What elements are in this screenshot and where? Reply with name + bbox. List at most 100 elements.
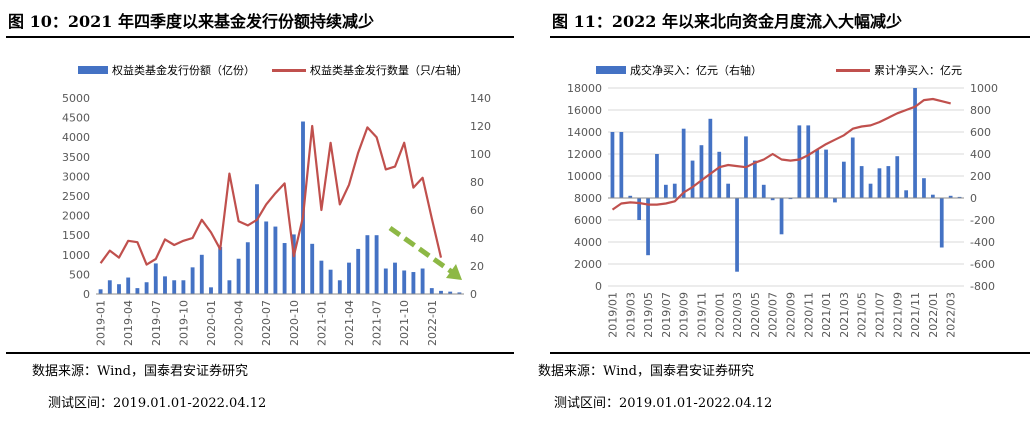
bar [411, 272, 416, 294]
y-right-tick-label: 200 [970, 170, 991, 183]
x-tick-label: 2021/09 [891, 292, 904, 338]
x-tick-label: 2019/07 [660, 292, 673, 338]
bar [726, 183, 731, 198]
trend-arrow-shaft [388, 225, 454, 275]
bar [690, 160, 695, 198]
bar [895, 156, 900, 198]
y-right-tick-label: 0 [970, 192, 977, 205]
x-tick-label: 2022-01 [426, 300, 439, 346]
bar [841, 161, 846, 198]
x-tick-label: 2019-10 [177, 300, 190, 346]
bar [117, 284, 121, 294]
bar [735, 198, 739, 272]
y-right-tick-label: 60 [470, 204, 484, 217]
bar [672, 183, 677, 198]
y-right-tick-label: 80 [470, 176, 484, 189]
bar [337, 280, 342, 294]
bar [365, 235, 370, 294]
bar [264, 221, 269, 294]
right-legend-line-label: 累计净买入：亿元 [874, 64, 962, 77]
y-left-tick-label: 3500 [62, 151, 90, 164]
bar [181, 280, 186, 294]
bar [282, 243, 287, 294]
left-source: 数据来源：Wind，国泰君安证券研究 [32, 364, 248, 379]
x-tick-label: 2020-01 [205, 300, 218, 346]
bar [135, 288, 140, 294]
bar [717, 151, 722, 198]
left-chart: 0500100015002000250030003500400045005000… [62, 92, 491, 346]
x-tick-label: 2020/11 [802, 292, 815, 338]
bar [850, 137, 855, 198]
bar [663, 184, 668, 198]
right-legend-bar: 成交净买入：亿元（右轴） [596, 62, 762, 78]
x-tick-label: 2021-07 [371, 300, 384, 346]
left-legend-bar-label: 权益类基金发行份额（亿份） [112, 64, 255, 77]
bar [815, 149, 820, 198]
bar [402, 270, 407, 294]
bar [310, 243, 315, 294]
trend-arrow-head [446, 264, 462, 280]
bar [922, 178, 926, 198]
bar [797, 125, 802, 198]
y-right-tick-label: -200 [970, 214, 995, 227]
right-bottom-rule [550, 352, 1030, 354]
bar [245, 242, 250, 294]
bar [868, 183, 873, 198]
bar [619, 132, 624, 198]
x-tick-label: 2022/01 [927, 292, 940, 338]
bar [172, 280, 177, 294]
bar [347, 262, 351, 294]
bar [957, 196, 962, 198]
bar [770, 198, 775, 201]
y-right-tick-label: 0 [470, 288, 477, 301]
series-line [99, 124, 443, 266]
left-title-rule [6, 36, 514, 38]
bar [948, 195, 953, 198]
left-legend-line-label: 权益类基金发行数量（只/右轴） [310, 64, 468, 77]
right-source: 数据来源：Wind，国泰君安证券研究 [538, 364, 754, 379]
bar [420, 268, 425, 294]
y-right-tick-label: -400 [970, 236, 995, 249]
y-left-tick-label: 4500 [62, 112, 90, 125]
y-right-tick-label: 600 [970, 126, 991, 139]
y-right-tick-label: 400 [970, 148, 991, 161]
bar [356, 248, 361, 294]
x-tick-label: 2020/09 [784, 292, 797, 338]
bar [255, 184, 259, 294]
y-right-tick-label: 120 [470, 120, 491, 133]
bar [913, 88, 917, 198]
x-tick-label: 2021/11 [909, 292, 922, 338]
bar [199, 254, 204, 294]
left-range: 测试区间：2019.01.01-2022.04.12 [48, 396, 267, 411]
x-tick-label: 2020/05 [749, 292, 762, 338]
y-right-tick-label: 20 [470, 260, 484, 273]
bar [393, 262, 397, 294]
right-title-rule [550, 36, 1030, 38]
bar [788, 198, 793, 200]
bar [107, 280, 112, 294]
bar [655, 154, 659, 198]
bar [877, 168, 882, 198]
y-left-tick-label: 3000 [62, 170, 90, 183]
x-tick-label: 2021/05 [856, 292, 869, 338]
bar [98, 289, 103, 294]
x-tick-label: 2019-07 [150, 300, 163, 346]
x-tick-label: 2020/07 [767, 292, 780, 338]
x-tick-label: 2021/01 [820, 292, 833, 338]
x-tick-label: 2020/03 [731, 292, 744, 338]
bar [779, 198, 784, 235]
bar [448, 291, 453, 294]
y-right-tick-label: 100 [470, 148, 491, 161]
bar [904, 190, 909, 198]
y-left-tick-label: 0 [595, 280, 602, 293]
bar [209, 287, 213, 294]
bar [291, 234, 296, 294]
y-right-tick-label: 1000 [970, 82, 998, 95]
y-left-tick-label: 10000 [567, 170, 602, 183]
line-swatch [272, 68, 306, 72]
x-tick-label: 2021-10 [398, 300, 411, 346]
bar [374, 235, 379, 294]
y-left-tick-label: 14000 [567, 126, 602, 139]
right-figure: 图 11：2022 年以来北向资金月度流入大幅减少 成交净买入：亿元（右轴） 累… [518, 0, 1036, 429]
left-legend-bar: 权益类基金发行份额（亿份） [78, 62, 255, 78]
